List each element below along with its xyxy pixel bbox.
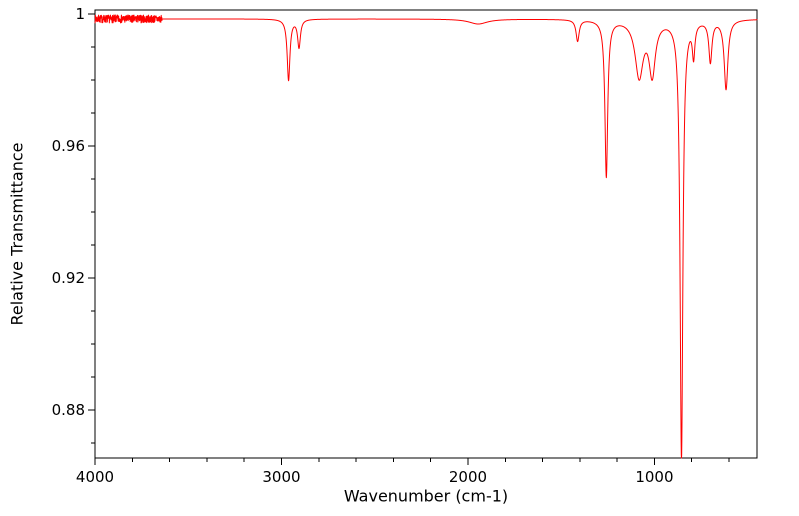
x-axis-title: Wavenumber (cm-1) [343, 486, 509, 506]
y-tick-label: 0.96 [52, 137, 85, 155]
y-tick-label: 0.92 [52, 269, 85, 287]
x-tick-label: 4000 [76, 468, 114, 486]
y-axis-title: Relative Transmittance [7, 142, 27, 326]
plot-frame [94, 9, 758, 459]
y-tick-label: 0.88 [52, 401, 85, 419]
y-tick-label: 1 [75, 5, 85, 23]
x-tick-label: 1000 [635, 468, 673, 486]
x-tick-label: 3000 [262, 468, 300, 486]
spectrum-line [94, 14, 758, 459]
x-tick-label: 2000 [449, 468, 487, 486]
